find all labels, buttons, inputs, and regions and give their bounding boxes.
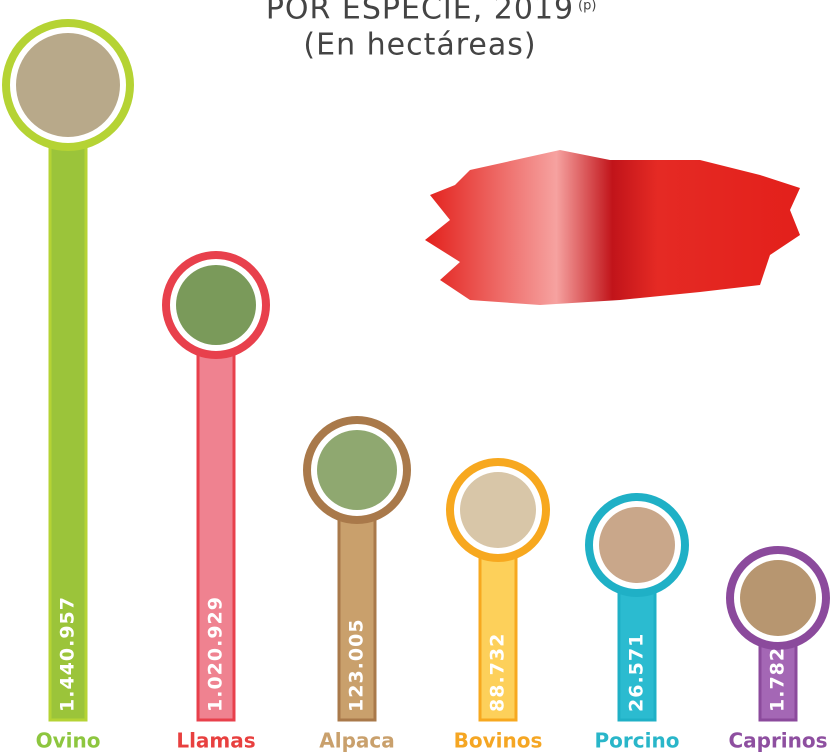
animal-photo	[599, 507, 675, 583]
value-label: 1.020.929	[205, 596, 227, 712]
animal-photo	[460, 472, 536, 548]
flag-brush	[425, 150, 800, 305]
value-label: 88.732	[487, 633, 509, 712]
value-label: 1.782	[767, 647, 789, 712]
subtitle: (En hectáreas)	[303, 28, 536, 63]
category-label: Alpaca	[319, 729, 395, 753]
value-label: 26.571	[626, 633, 648, 712]
value-label: 123.005	[346, 618, 368, 712]
animal-photo	[176, 265, 256, 345]
chart: POR ESPECIE, 2019 (p) (En hectáreas) 1.4…	[0, 0, 838, 756]
infographic: POR ESPECIE, 2019 (p) (En hectáreas) 1.4…	[0, 0, 838, 756]
category-label: Porcino	[595, 729, 680, 753]
category-label: Caprinos	[728, 729, 827, 753]
category-label: Bovinos	[454, 729, 543, 753]
animal-photo	[317, 430, 397, 510]
title: POR ESPECIE, 2019	[266, 0, 574, 27]
category-label: Ovino	[36, 729, 101, 753]
value-label: 1.440.957	[57, 596, 79, 712]
animal-photo	[740, 560, 816, 636]
category-label: Llamas	[176, 729, 255, 753]
title-note: (p)	[578, 0, 596, 14]
animal-photo	[16, 33, 120, 137]
